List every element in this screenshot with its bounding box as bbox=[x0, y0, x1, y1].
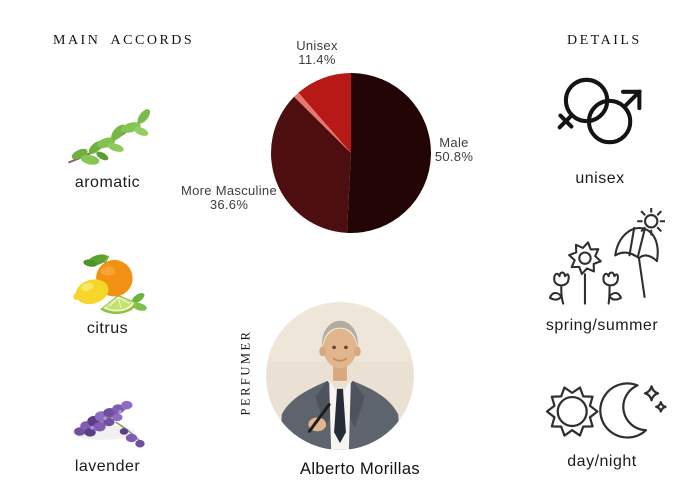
main-accords-title: MAIN ACCORDS bbox=[53, 33, 195, 48]
accord-item-citrus: citrus bbox=[45, 248, 170, 338]
pie-label-more-masculine: More Masculine 36.6% bbox=[181, 183, 277, 212]
detail-label-day-night: day/night bbox=[567, 453, 637, 470]
detail-item-day-night: day/night bbox=[537, 377, 667, 471]
pie-slice-minor bbox=[294, 92, 351, 153]
detail-item-unisex: unisex bbox=[535, 66, 665, 188]
gender-unisex-icon bbox=[535, 66, 665, 156]
details-title: DETAILS bbox=[567, 33, 642, 48]
pie-label-male: Male 50.8% bbox=[434, 135, 474, 164]
accord-label-citrus: citrus bbox=[86, 320, 129, 337]
accord-label-aromatic: aromatic bbox=[74, 174, 141, 191]
pie-slice-unisex bbox=[298, 73, 351, 153]
aromatic-herb-photo bbox=[45, 104, 170, 172]
day-night-icon bbox=[537, 377, 667, 447]
perfumer-photo bbox=[266, 302, 414, 450]
citrus-fruits-photo bbox=[45, 248, 170, 318]
accord-label-lavender: lavender bbox=[74, 458, 141, 475]
perfumer-name: Alberto Morillas bbox=[299, 460, 421, 478]
accord-item-lavender: lavender bbox=[45, 390, 170, 476]
detail-label-unisex: unisex bbox=[575, 170, 625, 187]
pie-label-unisex: Unisex 11.4% bbox=[296, 38, 338, 67]
pie-slice-more-masculine bbox=[271, 96, 351, 233]
perfumer-section-label: PERFUMER bbox=[238, 329, 253, 416]
detail-label-spring-summer: spring/summer bbox=[545, 317, 659, 334]
accord-item-aromatic: aromatic bbox=[45, 104, 170, 192]
lavender-photo bbox=[45, 390, 170, 456]
pie-chart-svg bbox=[271, 73, 431, 233]
pie-slice-male bbox=[346, 73, 431, 233]
spring-summer-icon bbox=[537, 208, 667, 314]
detail-item-spring-summer: spring/summer bbox=[537, 208, 667, 335]
